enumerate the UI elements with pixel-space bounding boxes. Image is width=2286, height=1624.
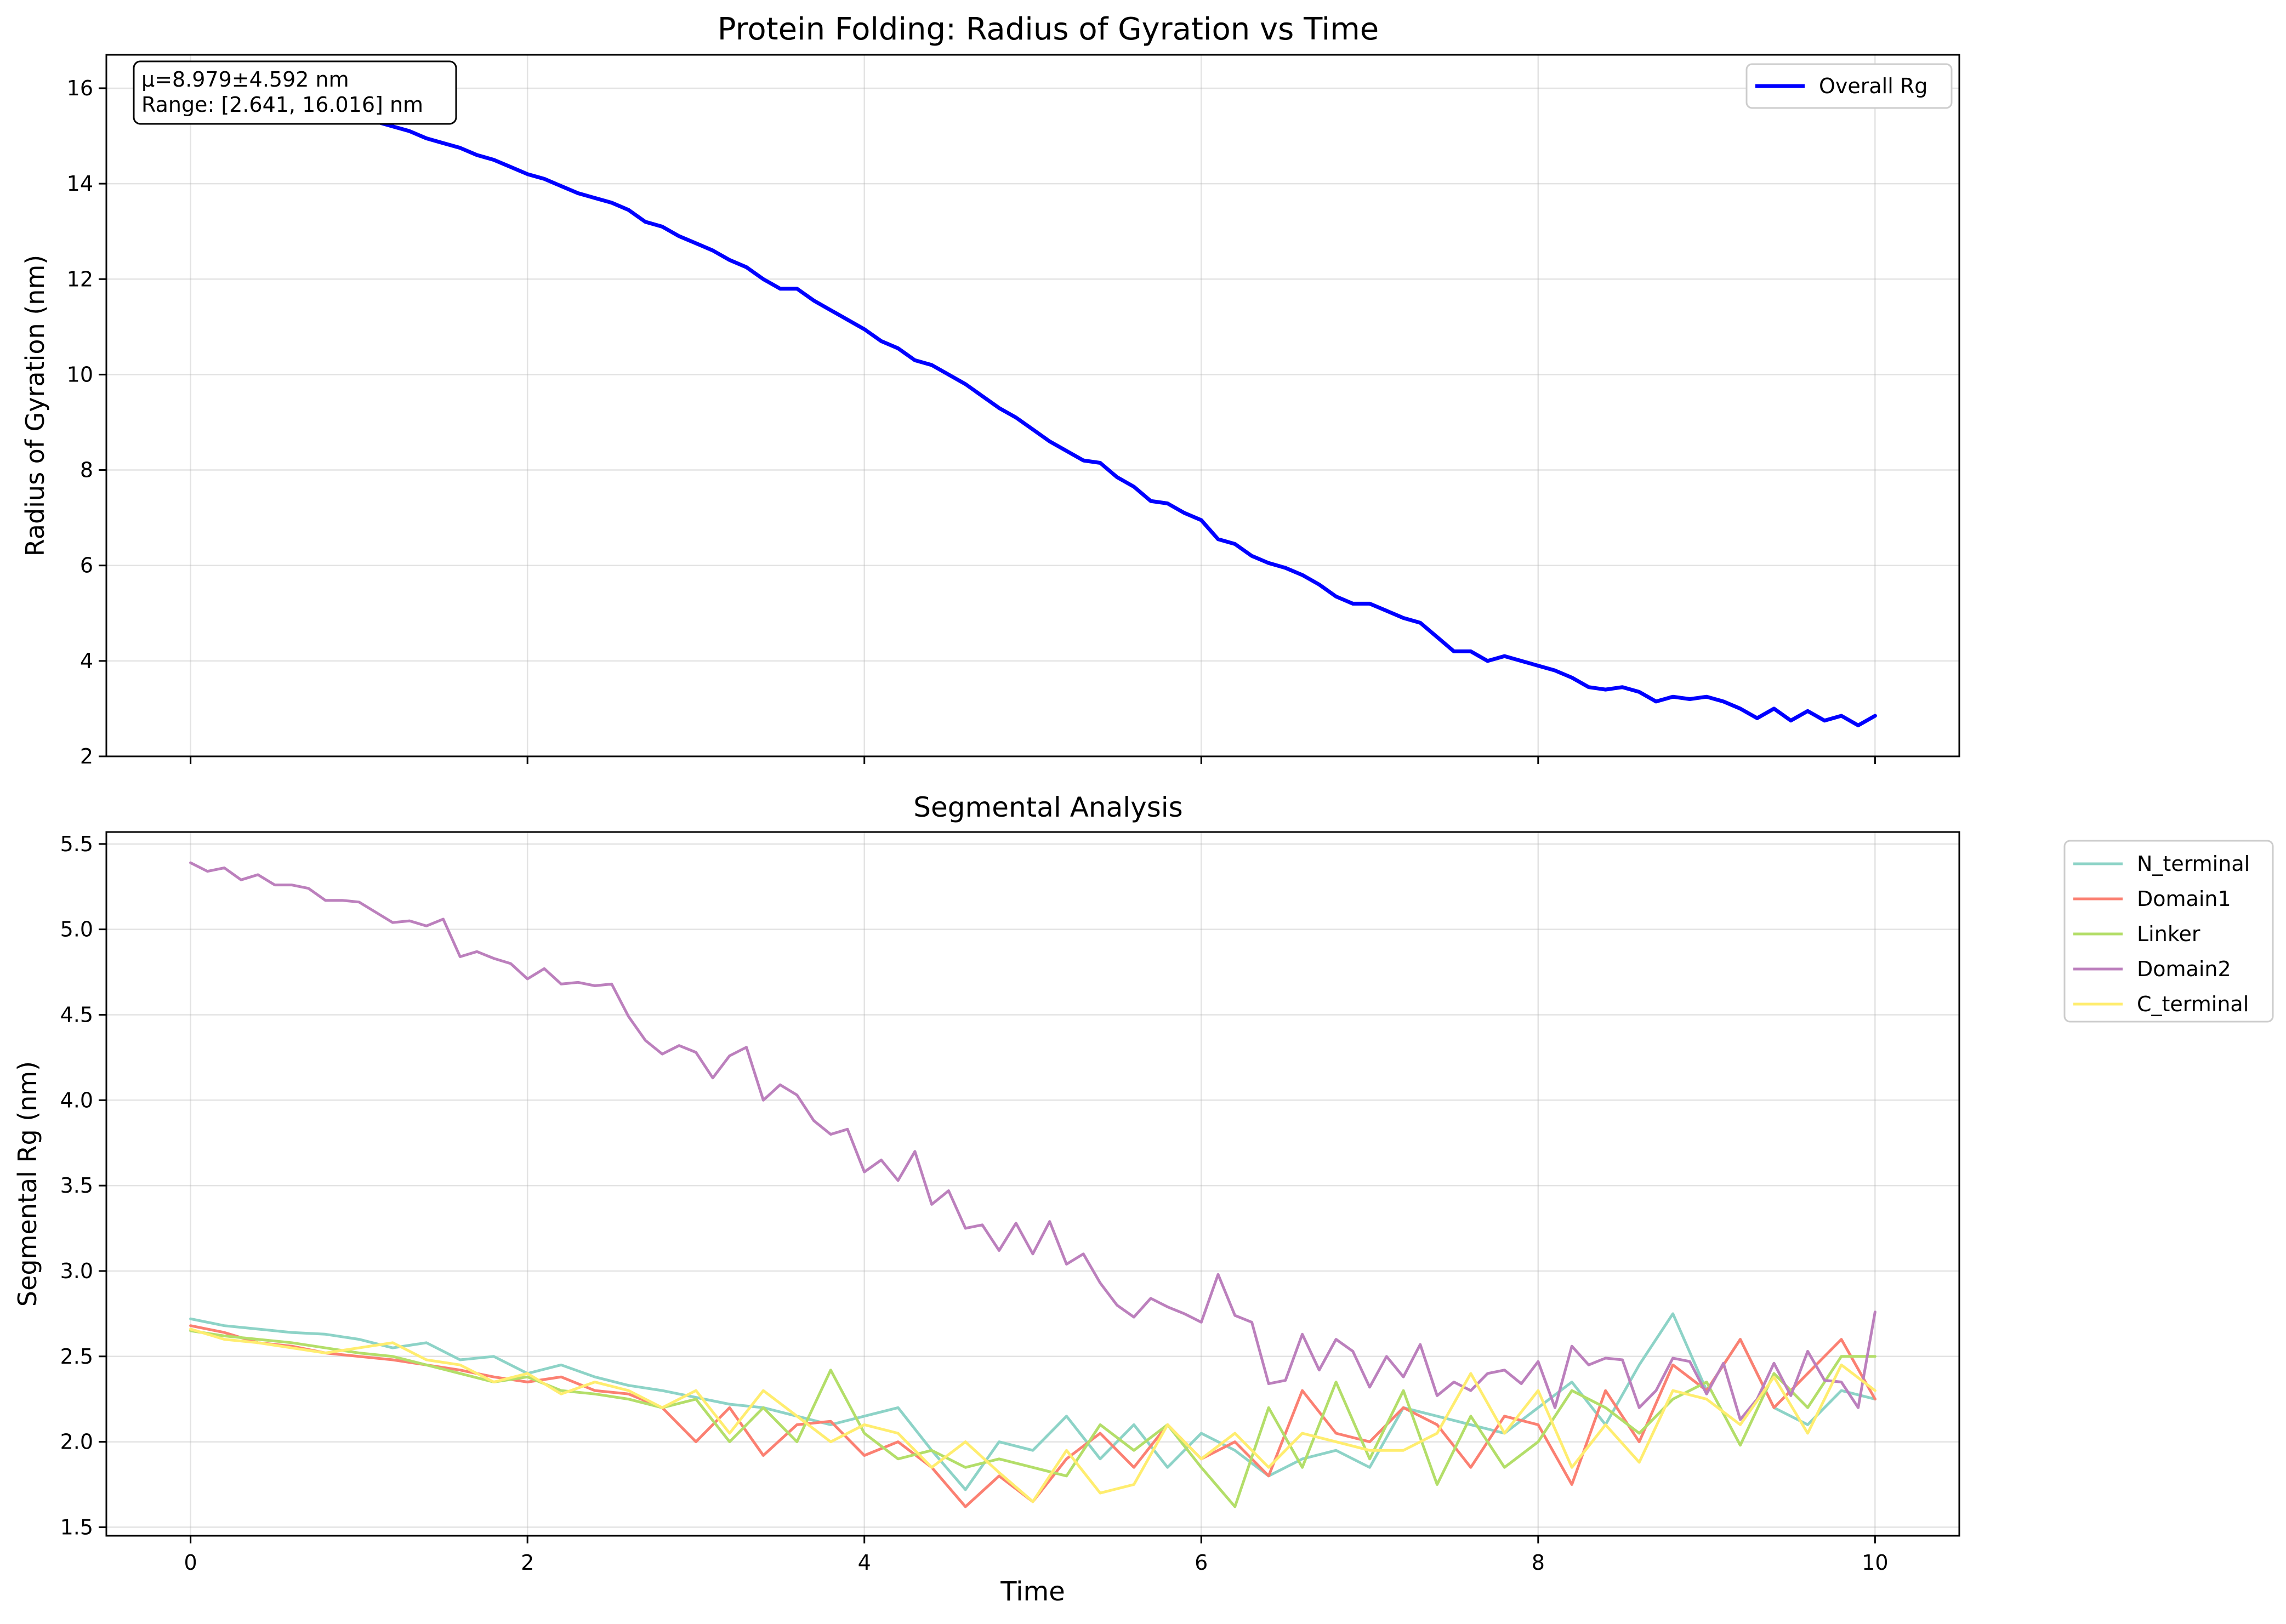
annotation-range: Range: [2.641, 16.016] nm: [141, 93, 423, 117]
chart-title: Protein Folding: Radius of Gyration vs T…: [718, 12, 1379, 47]
plot-frame: [105, 54, 1960, 757]
legend: Overall Rg: [1745, 63, 1953, 109]
series-layer: [189, 86, 1877, 727]
x-tick-label: 2: [521, 1551, 534, 1575]
series-line-domain2: [189, 861, 1876, 1421]
legend-label-c-terminal: C_terminal: [2137, 992, 2249, 1016]
legend-label-domain1: Domain1: [2137, 887, 2231, 911]
y-axis-label: Segmental Rg (nm): [13, 1061, 42, 1307]
segmental-analysis-chart: Segmental Analysis 0 2 4 6 8 10 1.5 2.0 2.5 3.0 3…: [13, 791, 2274, 1607]
y-tick-label: 12: [67, 267, 93, 291]
y-tick-label: 4: [80, 649, 93, 673]
y-tick-label: 6: [80, 554, 93, 578]
x-axis: [190, 756, 1876, 764]
y-tick-label: 16: [67, 76, 93, 100]
series-line-overall-rg: [189, 86, 1877, 727]
y-tick-label: 4.0: [60, 1088, 93, 1112]
y-tick-label: 14: [67, 172, 93, 196]
chart-title: Segmental Analysis: [913, 791, 1182, 823]
series-layer: [189, 861, 1876, 1508]
x-tick-label: 4: [858, 1551, 871, 1575]
annotation-mean: μ=8.979±4.592 nm: [141, 67, 349, 92]
series-line-linker: [189, 1329, 1876, 1508]
x-tick-label: 10: [1862, 1551, 1888, 1575]
y-axis: 1.5 2.0 2.5 3.0 3.5 4.0 4.5 5.0 5.5: [60, 832, 106, 1539]
plot-frame: [105, 831, 1960, 1537]
y-tick-label: 8: [80, 458, 93, 482]
x-tick-label: 8: [1532, 1551, 1545, 1575]
y-tick-label: 4.5: [60, 1002, 93, 1027]
y-tick-label: 5.0: [60, 918, 93, 942]
y-axis-label: Radius of Gyration (nm): [20, 255, 50, 556]
y-tick-label: 2.5: [60, 1344, 93, 1369]
y-tick-label: 2.0: [60, 1430, 93, 1454]
legend-label-n-terminal: N_terminal: [2137, 852, 2250, 876]
y-tick-label: 2: [80, 744, 93, 768]
legend-label-domain2: Domain2: [2137, 957, 2231, 981]
legend-box: [2063, 840, 2274, 1023]
legend-label-linker: Linker: [2137, 922, 2200, 946]
series-line-c-terminal: [189, 1327, 1876, 1503]
y-tick-label: 3.0: [60, 1259, 93, 1283]
y-tick-label: 5.5: [60, 832, 93, 856]
y-tick-label: 1.5: [60, 1515, 93, 1539]
annotation-box: [133, 60, 457, 125]
series-line-n-terminal: [189, 1312, 1876, 1491]
x-axis-label: Time: [1000, 1576, 1065, 1607]
x-tick-label: 0: [184, 1551, 197, 1575]
grid: [106, 832, 1959, 1536]
stats-annotation: μ=8.979±4.592 nm Range: [2.641, 16.016] …: [133, 60, 457, 125]
legend-label-overall-rg: Overall Rg: [1819, 74, 1927, 98]
overall-rg-chart: Protein Folding: Radius of Gyration vs T…: [20, 12, 1960, 768]
x-axis: 0 2 4 6 8 10: [184, 1536, 1889, 1575]
x-tick-label: 6: [1195, 1551, 1208, 1575]
legend-box: [1745, 63, 1953, 109]
y-axis: 2 4 6 8 10 12 14 16: [67, 76, 106, 768]
y-tick-label: 3.5: [60, 1173, 93, 1198]
y-tick-label: 10: [67, 362, 93, 386]
legend: N_terminal Domain1 Linker Domain2 C_terminal: [2063, 840, 2274, 1023]
